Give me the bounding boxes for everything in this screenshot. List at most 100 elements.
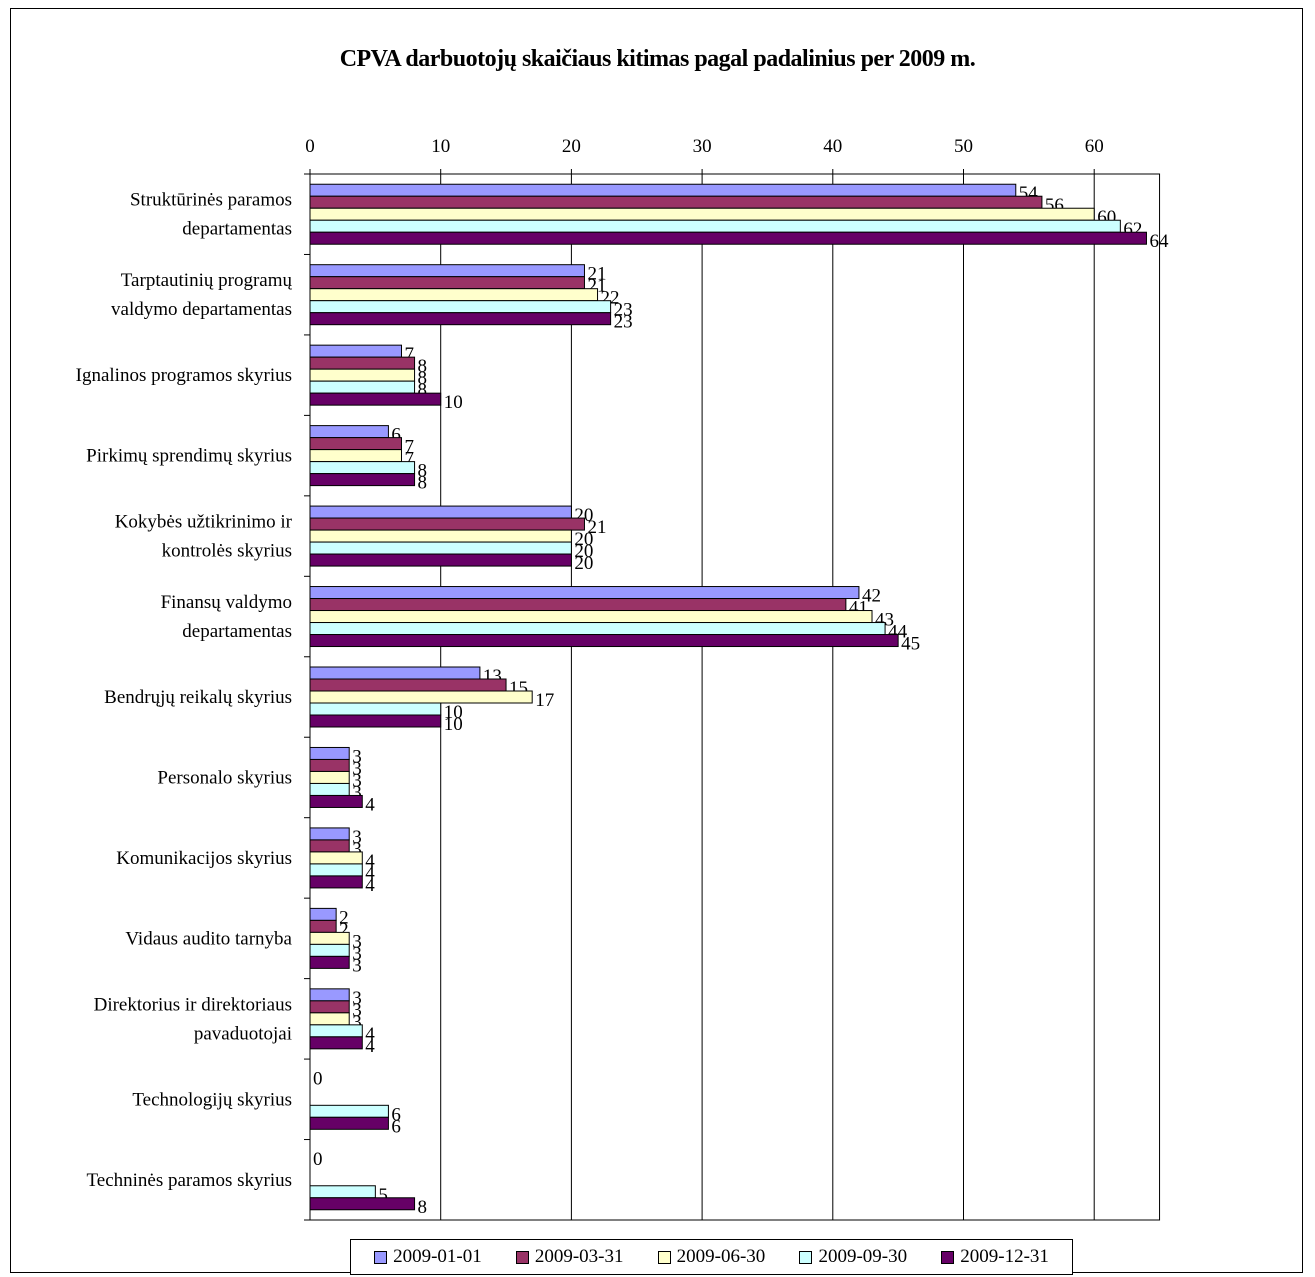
legend-label: 2009-03-31 [534,1246,624,1267]
category-label: Bendrųjų reikalų skyrius [104,687,292,708]
legend-swatch [941,1250,955,1264]
tick-label: 50 [954,136,973,157]
bar [309,1116,389,1130]
category-label: Tarptautinių programų valdymo departament… [111,270,292,320]
data-label: 0 [313,1149,323,1170]
data-label: 23 [614,300,633,321]
data-label: 3 [352,746,362,767]
legend-label: 2009-01-01 [393,1246,482,1267]
bar [309,690,533,704]
bar [309,586,860,600]
data-label: 8 [418,368,428,389]
data-label: 6 [391,425,401,446]
data-label: 5 [378,1185,388,1206]
data-label: 6 [391,1104,401,1125]
bar [309,425,389,439]
bar [309,505,572,519]
data-label: 10 [444,702,463,723]
bar [309,219,1121,233]
data-label: 2 [339,919,349,940]
data-label: 10 [444,392,463,413]
data-label: 17 [535,690,554,711]
bar [309,827,350,841]
bar [309,598,847,612]
bar [309,782,350,796]
category-label: Direktorius ir direktoriaus pavaduotojai [94,994,292,1044]
legend-swatch [799,1250,813,1264]
data-label: 7 [404,449,414,470]
data-label: 42 [862,586,881,607]
bar [309,288,599,302]
category-label: Personalo skyrius [157,767,292,788]
category-label: Komunikacijos skyrius [116,848,292,869]
bar [309,517,585,531]
category-label: Vidaus audito tarnyba [125,928,292,949]
tick-label: 30 [693,136,712,157]
data-label: 2 [339,907,349,928]
data-label: 3 [352,782,362,803]
bar [309,449,402,463]
data-label: 8 [418,461,428,482]
bar [309,344,402,358]
bar [309,183,1017,197]
bar [309,988,350,1002]
legend-label: 2009-06-30 [676,1246,766,1267]
legend-label: 2009-12-31 [960,1246,1049,1267]
data-label: 3 [352,1012,362,1033]
data-label: 21 [587,264,606,285]
bar [309,368,416,382]
data-label: 3 [352,1000,362,1021]
data-label: 3 [352,988,362,1009]
legend-label: 2009-09-30 [818,1246,908,1267]
legend-swatch [657,1250,671,1264]
data-label: 8 [418,380,428,401]
data-label: 4 [365,1036,375,1057]
tick-label: 40 [823,136,842,157]
bar [309,955,350,969]
data-label: 4 [365,794,375,815]
legend-item: 2009-09-30 [799,1246,907,1268]
data-label: 6 [391,1116,401,1137]
data-label: 3 [352,827,362,848]
data-label: 20 [574,541,593,562]
data-label: 7 [404,437,414,458]
bar [309,553,572,567]
data-label: 3 [352,758,362,779]
bar [309,231,1147,245]
bar [309,1000,350,1014]
legend-item: 2009-06-30 [657,1246,766,1268]
bar [309,1185,376,1199]
bar [309,541,572,555]
legend-item: 2009-03-31 [515,1246,624,1268]
category-label: Technologijų skyrius [132,1089,292,1110]
bar [309,312,612,326]
bar [309,437,402,451]
bar [309,276,585,290]
legend-swatch [374,1250,388,1264]
category-label: Techninės paramos skyrius [86,1170,292,1191]
bar [309,622,886,636]
tick-label: 20 [562,136,581,157]
legend-item: 2009-12-31 [941,1246,1049,1268]
data-label: 8 [418,473,428,494]
bar [309,678,507,692]
data-label: 10 [444,714,463,735]
category-label: Ignalinos programos skyrius [76,365,292,386]
data-label: 20 [574,553,593,574]
data-label: 21 [587,517,606,538]
data-label: 4 [365,863,375,884]
data-label: 4 [365,851,375,872]
bar [309,207,1095,221]
bar [309,529,572,543]
bar [309,702,442,716]
legend: 2009-01-01 2009-03-31 2009-06-30 2009-09-30… [350,1239,1073,1275]
data-label: 3 [352,955,362,976]
tick-label: 10 [431,136,450,157]
category-label: Finansų valdymo departamentas [161,592,292,642]
legend-item: 2009-01-01 [374,1246,482,1268]
data-label: 23 [614,312,633,333]
bar [309,392,442,406]
data-label: 4 [365,875,375,896]
bar [309,1036,363,1050]
bar [309,1104,389,1118]
